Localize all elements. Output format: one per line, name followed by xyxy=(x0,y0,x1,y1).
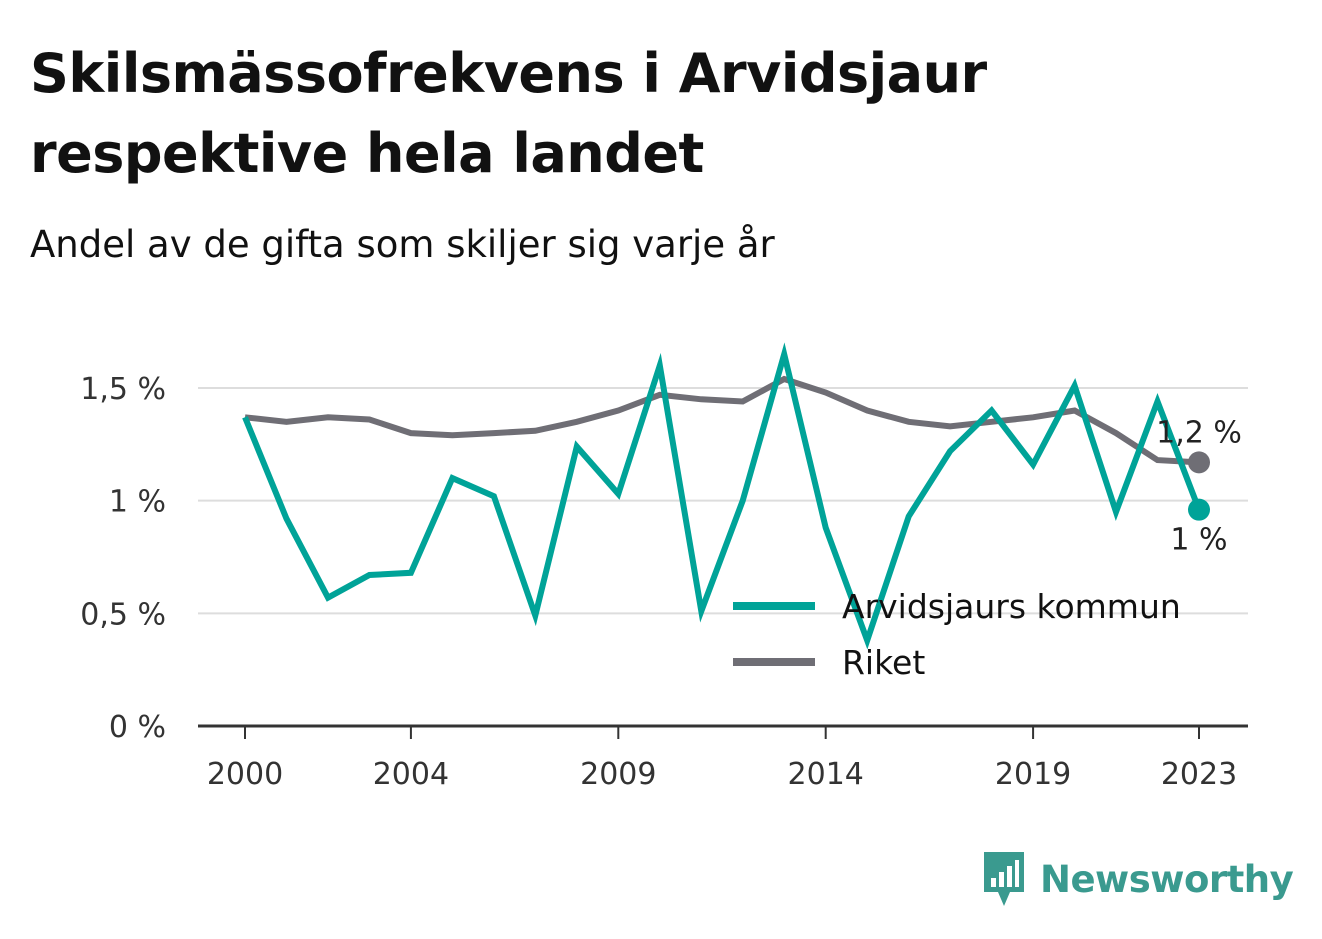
legend: Arvidsjaurs kommun Riket xyxy=(733,587,1181,682)
newsworthy-logo: Newsworthy xyxy=(980,848,1294,910)
end-label-riket: 1,2 % xyxy=(1156,415,1242,450)
x-tick-label: 2014 xyxy=(788,757,864,792)
chart-title: Skilsmässofrekvens i Arvidsjaur respekti… xyxy=(30,42,987,185)
x-tick-label: 2019 xyxy=(995,757,1071,792)
newsworthy-logo-icon xyxy=(984,852,1024,906)
newsworthy-logo-text: Newsworthy xyxy=(1040,857,1294,901)
series-line-arvidsjaur xyxy=(242,342,1202,650)
series-lines xyxy=(242,342,1202,650)
y-tick-label: 1 % xyxy=(109,485,166,520)
x-tick-label: 2023 xyxy=(1161,757,1237,792)
end-marker-riket xyxy=(1188,451,1210,474)
y-tick-label: 1,5 % xyxy=(80,372,166,407)
end-markers: 1,2 % 1 % xyxy=(1156,415,1242,557)
legend-label-arvidsjaur: Arvidsjaurs kommun xyxy=(842,587,1181,626)
x-tick-label: 2004 xyxy=(373,757,449,792)
x-tick-label: 2000 xyxy=(207,757,283,792)
y-tick-label: 0 % xyxy=(109,710,166,745)
end-marker-arvidsjaur xyxy=(1188,498,1210,521)
y-tick-label: 0,5 % xyxy=(80,597,166,632)
chart-subtitle: Andel av de gifta som skiljer sig varje … xyxy=(30,223,775,266)
legend-label-riket: Riket xyxy=(842,643,925,682)
end-label-arvidsjaur: 1 % xyxy=(1170,523,1227,558)
y-axis-ticks: 0 % 0,5 % 1 % 1,5 % xyxy=(80,372,166,745)
series-line-riket xyxy=(244,375,1200,466)
x-axis-ticks: 2000 2004 2009 2014 2019 2023 xyxy=(207,726,1237,792)
x-tick-label: 2009 xyxy=(580,757,656,792)
